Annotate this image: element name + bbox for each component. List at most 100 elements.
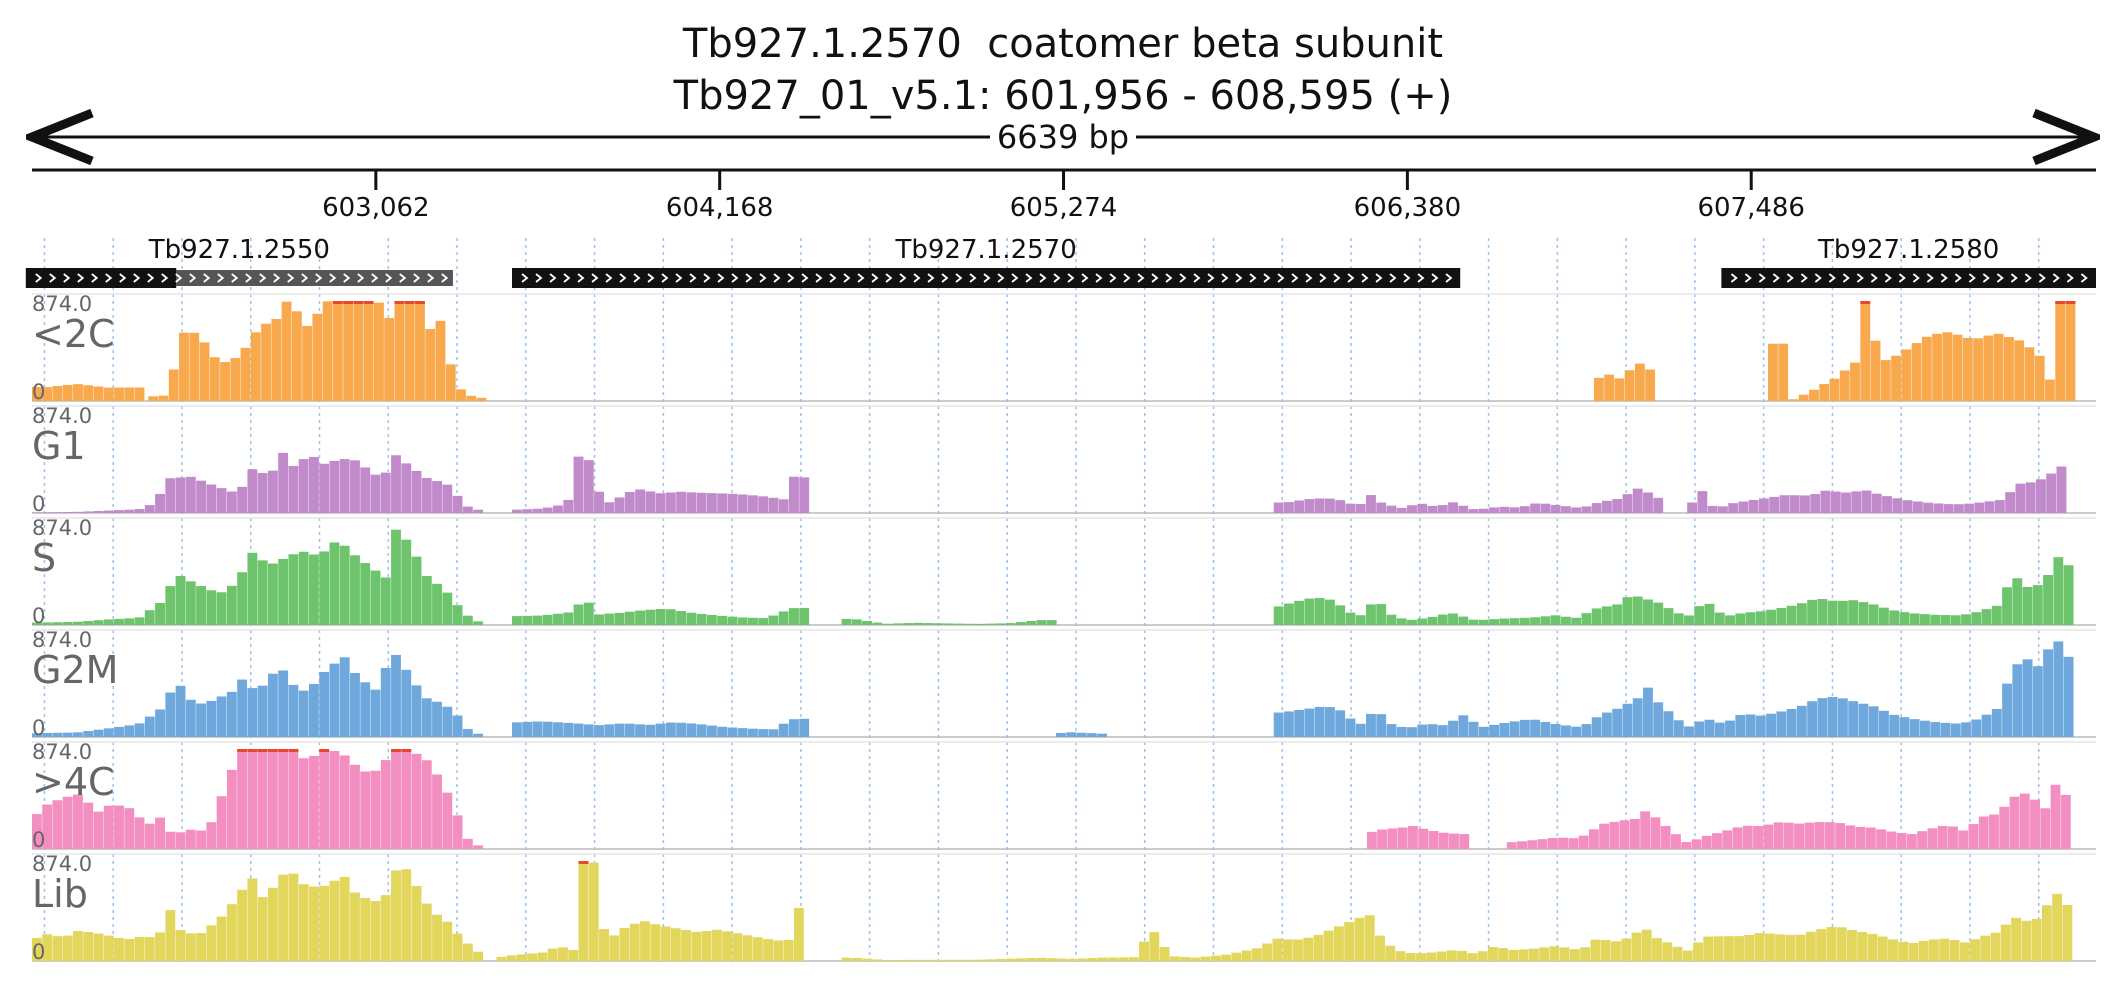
coverage-bar (783, 939, 794, 961)
clip-indicator (404, 301, 415, 304)
coverage-bar (1889, 610, 1900, 625)
coverage-bar (604, 502, 615, 513)
coverage-bar (2031, 918, 2042, 961)
coverage-bar (442, 792, 453, 849)
coverage-bar (686, 492, 697, 513)
coverage-track: 874.0 0 <2C (32, 292, 2096, 404)
coordinate-ruler: 603,062 604,168 605,274 606,380 607,486 (32, 168, 2096, 223)
coverage-bar (257, 472, 268, 513)
coverage-bar (144, 505, 155, 513)
coverage-bar (2035, 479, 2046, 513)
strand-arrow (829, 273, 837, 283)
strand-arrow (63, 273, 71, 283)
coverage-bar (2005, 492, 2016, 513)
coverage-bar (278, 452, 289, 513)
coverage-bar (32, 622, 42, 625)
coverage-bar (1046, 620, 1057, 625)
coverage-bar (1930, 722, 1941, 737)
coverage-bar (124, 509, 135, 513)
coverage-bar (1571, 726, 1582, 737)
coverage-bar (1858, 602, 1869, 625)
coverage-bar (532, 508, 543, 513)
coverage-bar (1427, 616, 1438, 625)
coverage-bar (1519, 506, 1530, 513)
coverage-bar (1921, 336, 1932, 401)
coverage-bar (473, 951, 484, 961)
coverage-bar (1304, 499, 1315, 513)
strand-arrow (801, 273, 809, 283)
coverage-bar (650, 924, 661, 961)
coverage-bar (155, 709, 165, 737)
coverage-bar (1581, 506, 1592, 513)
coverage-bar (1776, 711, 1787, 737)
coverage-bar (1755, 715, 1766, 737)
clip-indicator (401, 749, 412, 752)
coverage-bar (1993, 333, 2004, 401)
coverage-bar (1518, 949, 1529, 961)
coverage-bar (93, 386, 104, 401)
strand-arrow (703, 273, 711, 283)
coverage-bar (1376, 604, 1387, 625)
coverage-bar (1984, 501, 1995, 513)
coverage-bar (1304, 598, 1315, 625)
coverage-bar (1909, 719, 1920, 737)
coverage-bar (1632, 488, 1643, 513)
coverage-bar (1335, 605, 1346, 625)
coverage-bar (1273, 502, 1284, 513)
coverage-bar (1375, 935, 1385, 961)
coverage-bar (2053, 641, 2064, 737)
coverage-bar (165, 910, 176, 961)
coverage-bar (1798, 394, 1809, 401)
coverage-bar (1458, 616, 1469, 625)
strand-arrow (441, 273, 449, 283)
span-label: 6639 bp (997, 118, 1129, 156)
coverage-bar (954, 959, 965, 961)
coverage-bar (1314, 498, 1325, 513)
coverage-bar (1530, 719, 1541, 737)
strand-arrow (927, 273, 935, 283)
coverage-bar (1901, 349, 1912, 401)
coverage-bar (165, 692, 176, 737)
coverage-bar (288, 465, 299, 513)
coverage-bar (1899, 612, 1910, 625)
coverage-bar (1397, 827, 1408, 849)
coverage-bar (309, 886, 319, 961)
coverage-bar (1981, 609, 1992, 625)
coverage-bar (237, 749, 248, 849)
strand-arrow (745, 273, 753, 283)
coverage-bar (717, 493, 728, 513)
coverage-bar (553, 613, 563, 625)
coverage-bar (1580, 947, 1591, 961)
coverage-bar (1882, 496, 1892, 513)
coverage-bar (1416, 953, 1426, 961)
coverage-bar (134, 509, 145, 513)
coverage-bar (1272, 938, 1283, 961)
strand-arrow (689, 273, 697, 283)
coverage-bar (1324, 498, 1335, 513)
coverage-bar (1795, 934, 1806, 961)
coverage-bar (1948, 826, 1958, 849)
coverage-bar (1899, 717, 1910, 737)
coverage-bar (933, 959, 944, 961)
coverage-bar (1769, 496, 1780, 513)
coverage-bar (578, 861, 589, 961)
coverage-bar (1366, 604, 1376, 625)
coverage-bar (1827, 696, 1838, 737)
coverage-bar (1408, 826, 1418, 849)
coverage-bar (619, 927, 630, 961)
coverage-bar (473, 509, 484, 513)
coverage-bar (1775, 934, 1786, 961)
coverage-bar (1930, 614, 1941, 625)
coverage-bar (73, 732, 83, 737)
coverage-bar (1650, 817, 1661, 849)
track-name-label: Lib (32, 872, 88, 916)
coverage-bar (563, 612, 574, 625)
coverage-bar (267, 563, 278, 625)
coverage-bar (103, 805, 114, 849)
coverage-bar (923, 623, 934, 625)
strand-arrow (549, 273, 557, 283)
coverage-bar (1800, 495, 1810, 513)
coverage-bar (124, 618, 135, 625)
coverage-bar (913, 959, 924, 961)
coverage-bar (435, 320, 446, 401)
